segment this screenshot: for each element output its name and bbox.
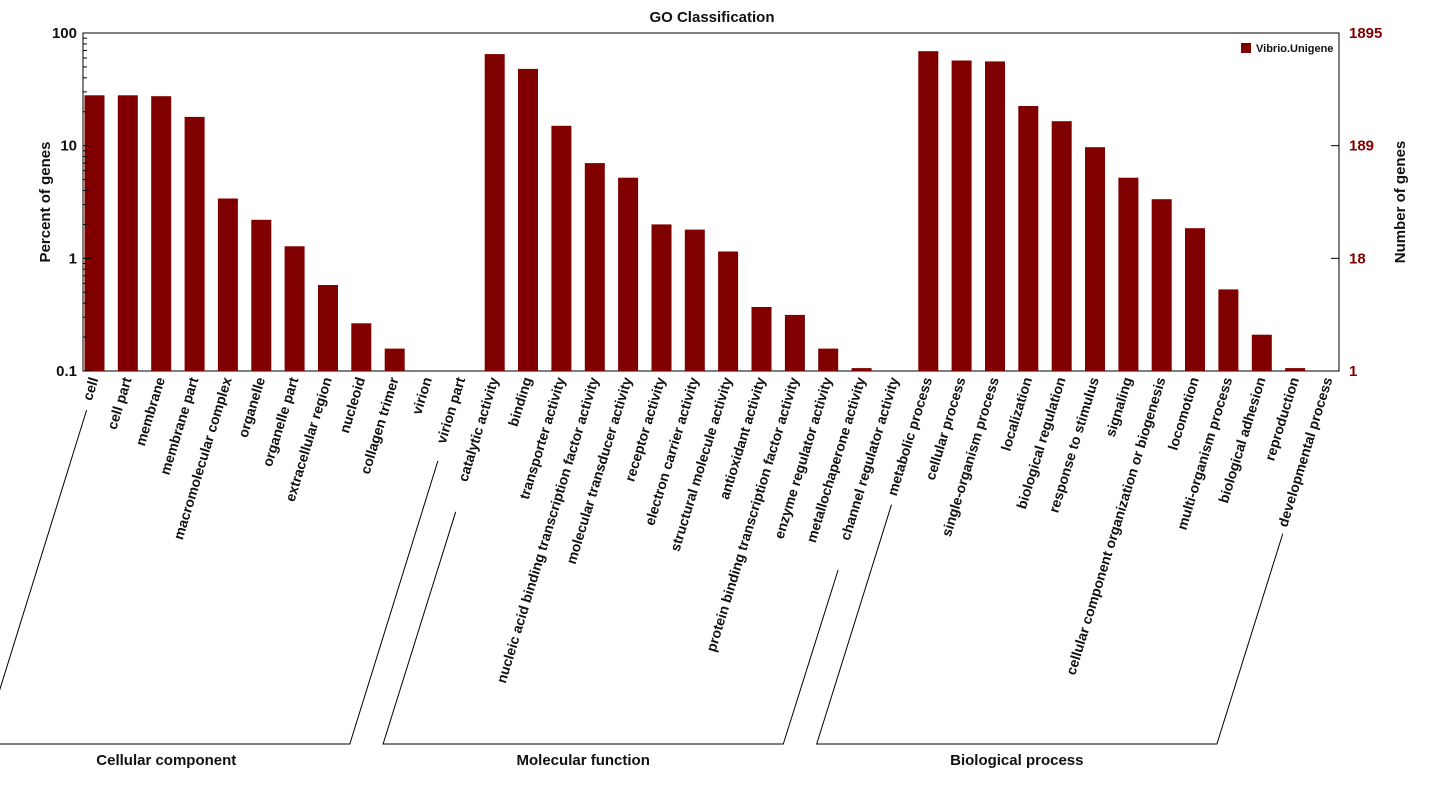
bar [151, 96, 172, 371]
category-label: virion [408, 375, 434, 416]
left-axis: 0.1 1 10 100 [52, 25, 91, 380]
bar [1185, 228, 1205, 371]
bar [284, 246, 305, 371]
category-label: organelle [235, 375, 269, 439]
bar [1085, 147, 1105, 371]
category-label: cell [79, 375, 101, 402]
left-tick-label: 100 [52, 25, 77, 42]
group-label: Molecular function [517, 752, 650, 769]
bar [684, 229, 705, 371]
legend-label: Vibrio.Unigene [1256, 43, 1333, 55]
bar [384, 348, 405, 371]
bar [951, 60, 972, 371]
right-tick-label: 189 [1349, 138, 1374, 155]
group-bracket [816, 504, 1284, 745]
bar [217, 198, 238, 371]
bar [551, 125, 572, 371]
left-tick-label: 1 [69, 250, 77, 267]
left-tick-label: 0.1 [56, 363, 77, 380]
bar [1051, 121, 1072, 371]
bar [484, 54, 505, 371]
group-bracket [0, 409, 439, 745]
bar [1018, 106, 1039, 371]
bar [117, 95, 138, 372]
bar [1218, 289, 1239, 371]
bar [718, 251, 739, 371]
bar [651, 224, 672, 371]
bar [251, 219, 272, 371]
bar [918, 51, 939, 371]
category-label: membrane [132, 375, 168, 448]
y-axis-label-left: Percent of genes [37, 142, 54, 263]
bar [518, 68, 538, 372]
plot-frame [82, 32, 1340, 372]
chart-title: GO Classification [649, 9, 774, 26]
bar [1251, 334, 1272, 371]
bar [1151, 199, 1172, 371]
bar [784, 314, 805, 371]
bar [584, 163, 605, 371]
category-label: cell part [104, 375, 135, 431]
bar [818, 348, 839, 371]
bar [84, 95, 105, 372]
legend: Vibrio.Unigene [1241, 43, 1333, 55]
bar [318, 285, 338, 371]
bar [751, 307, 772, 371]
group-bracket [382, 511, 839, 745]
bar [1285, 368, 1306, 371]
category-label: signaling [1102, 375, 1135, 438]
category-label: virion part [433, 375, 468, 445]
group-brackets: Cellular component Molecular function Biol… [0, 409, 1284, 769]
group-label: Biological process [950, 752, 1083, 769]
legend-swatch [1241, 43, 1251, 53]
right-tick-label: 1 [1349, 363, 1357, 380]
right-axis: 1 18 189 1895 [1331, 25, 1382, 380]
bars-group [84, 51, 1306, 372]
category-label: locomotion [1165, 375, 1202, 452]
y-axis-label-right: Number of genes [1392, 141, 1409, 264]
bar [851, 368, 872, 371]
category-label: nucleoid [336, 375, 368, 435]
bar [618, 177, 639, 371]
right-tick-label: 18 [1349, 250, 1366, 267]
bar [184, 116, 205, 372]
group-label: Cellular component [96, 752, 236, 769]
left-tick-label: 10 [60, 138, 77, 155]
bar [985, 61, 1005, 372]
bar [1118, 177, 1139, 371]
category-label: localization [998, 375, 1036, 453]
category-label: binding [505, 375, 535, 428]
bar [351, 323, 372, 371]
category-label: reproduction [1261, 375, 1302, 462]
right-tick-label: 1895 [1349, 25, 1382, 42]
category-label: structural molecule activity [667, 375, 735, 553]
